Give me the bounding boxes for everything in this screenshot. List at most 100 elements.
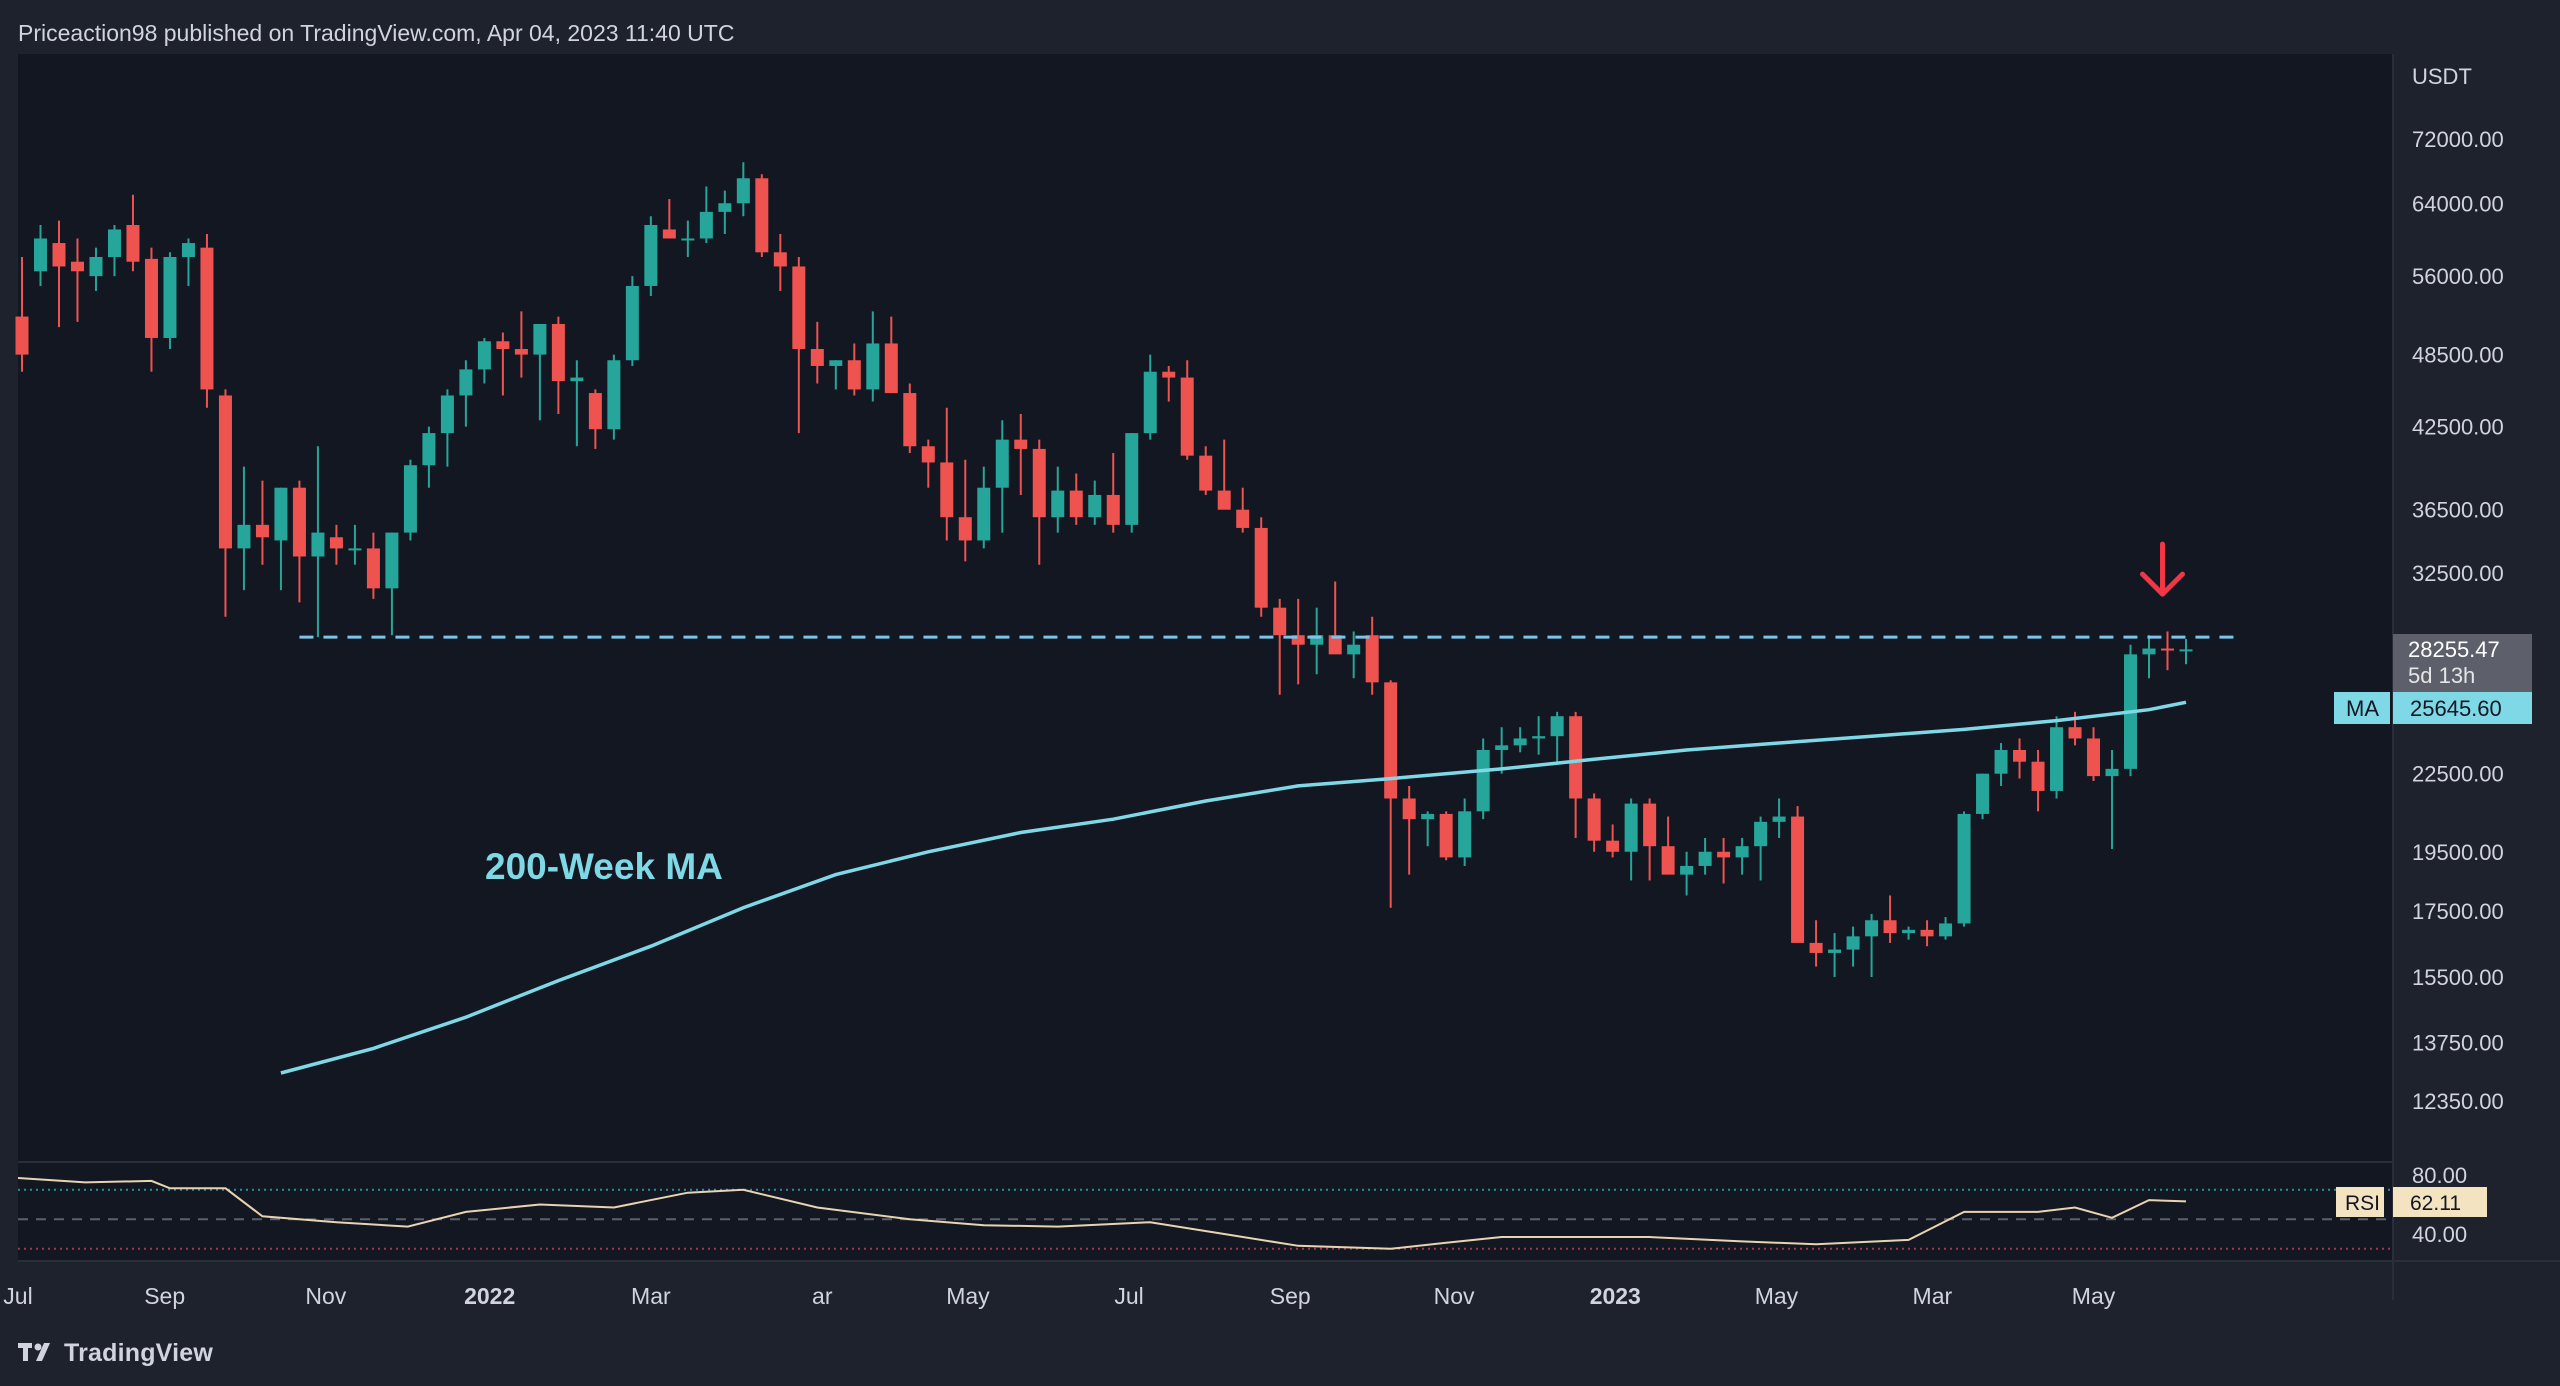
candle-body xyxy=(496,341,510,349)
candle-body xyxy=(1495,745,1509,750)
candle-down xyxy=(1717,837,1731,884)
candle-body xyxy=(2105,768,2119,777)
candle-down xyxy=(144,247,158,372)
price-tick-label: 64000.00 xyxy=(2412,191,2504,216)
candle-body xyxy=(1088,494,1102,518)
candle-body xyxy=(2179,649,2193,652)
candle-down xyxy=(1236,487,1250,533)
candle-up xyxy=(422,426,436,488)
candle-body xyxy=(1217,490,1231,510)
price-axis-unit: USDT xyxy=(2412,64,2472,89)
candle-body xyxy=(1254,527,1268,608)
candle-down xyxy=(588,389,602,449)
time-tick-label: May xyxy=(946,1283,990,1309)
candle-down xyxy=(366,532,380,599)
candle-body xyxy=(644,225,658,286)
candle-body xyxy=(866,343,880,390)
candle-body xyxy=(1106,494,1120,525)
candle-down xyxy=(292,480,306,603)
candle-up xyxy=(348,524,362,565)
candle-body xyxy=(662,229,676,239)
rsi-badge-value: 62.11 xyxy=(2410,1192,2461,1215)
candle-up xyxy=(1735,837,1749,875)
price-tick-label: 15500.00 xyxy=(2412,965,2504,990)
candle-body xyxy=(1513,738,1527,746)
candle-body xyxy=(1754,821,1768,847)
candle-down xyxy=(1069,473,1083,525)
candle-up xyxy=(1550,711,1564,762)
candle-up xyxy=(625,276,639,366)
candle-up xyxy=(977,466,991,549)
candle-body xyxy=(2050,727,2064,791)
candle-body xyxy=(2161,648,2175,651)
candle-up xyxy=(1513,727,1527,753)
price-pane[interactable] xyxy=(18,54,2393,1162)
tradingview-brand[interactable]: TradingView xyxy=(64,1338,214,1367)
candle-down xyxy=(1643,798,1657,881)
candle-body xyxy=(1976,773,1990,814)
publisher-header: Priceaction98 published on TradingView.c… xyxy=(18,16,734,50)
candle-down xyxy=(70,238,84,322)
candle-body xyxy=(1791,816,1805,943)
candle-up xyxy=(829,360,843,390)
candle-body xyxy=(1069,490,1083,518)
ma-price-badge: MA 25645.60 xyxy=(2334,692,2532,724)
candle-up xyxy=(1347,631,1361,679)
ma-200-label: 200-Week MA xyxy=(485,846,723,887)
candle-down xyxy=(755,174,769,257)
candle-body xyxy=(1143,371,1157,434)
candle-up xyxy=(1957,811,1971,927)
candle-body xyxy=(1014,439,1028,449)
candle-body xyxy=(1291,635,1305,645)
candle-body xyxy=(1994,749,2008,774)
candle-up xyxy=(644,216,658,296)
candle-up xyxy=(107,225,121,277)
candle-body xyxy=(681,238,695,241)
candle-down xyxy=(921,439,935,488)
time-tick-label: 2023 xyxy=(1590,1283,1641,1309)
price-chart[interactable]: USDT 72000.00 64000.00 56000.00 48500.00 425… xyxy=(0,0,2560,1336)
ma-200-line xyxy=(280,700,2187,1075)
candle-down xyxy=(2161,631,2175,671)
candle-up xyxy=(1772,798,1786,838)
candle-body xyxy=(921,446,935,463)
candle-down xyxy=(792,256,806,434)
candle-down xyxy=(1328,581,1342,655)
candle-body xyxy=(1273,607,1287,636)
rsi-badge-label: RSI xyxy=(2345,1192,2380,1215)
candle-down xyxy=(1384,680,1398,908)
candle-down xyxy=(1661,816,1675,875)
candle-up xyxy=(607,354,621,440)
time-tick-label: ar xyxy=(812,1283,833,1309)
candle-up xyxy=(237,466,251,591)
candle-body xyxy=(625,285,639,361)
candle-down xyxy=(1365,616,1379,695)
candle-body xyxy=(736,178,750,204)
time-tick-label: Nov xyxy=(305,1283,346,1309)
candle-up xyxy=(274,487,288,591)
candle-body xyxy=(163,256,177,338)
candle-down xyxy=(255,480,269,565)
candle-up xyxy=(1495,727,1509,774)
candle-body xyxy=(1902,929,1916,934)
candle-body xyxy=(70,261,84,272)
tradingview-logo-icon[interactable] xyxy=(18,1343,56,1363)
candle-body xyxy=(2087,738,2101,777)
candle-up xyxy=(1624,798,1638,881)
candle-body xyxy=(1476,749,1490,812)
candle-down xyxy=(514,311,528,378)
candle-body xyxy=(126,225,140,262)
time-axis-ticks: ar May Jul Sep Nov 2022 Mar May Jul Sep Nov 2023 Mar… xyxy=(3,1283,2115,1309)
rsi-axis-ticks: 80.00 40.00 xyxy=(2412,1163,2467,1247)
candle-body xyxy=(533,323,547,355)
price-axis-ticks: 72000.00 64000.00 56000.00 48500.00 42500.00… xyxy=(2412,127,2504,1114)
candle-up xyxy=(163,252,177,349)
price-tick-label: 12350.00 xyxy=(2412,1089,2504,1114)
price-tick-label: 48500.00 xyxy=(2412,343,2504,368)
candle-down xyxy=(662,199,676,239)
candle-up xyxy=(1994,743,2008,786)
candle-down xyxy=(1291,598,1305,685)
last-price-value: 28255.47 xyxy=(2408,637,2500,662)
last-price-countdown: 5d 13h xyxy=(2408,663,2475,688)
candle-up xyxy=(1680,851,1694,896)
